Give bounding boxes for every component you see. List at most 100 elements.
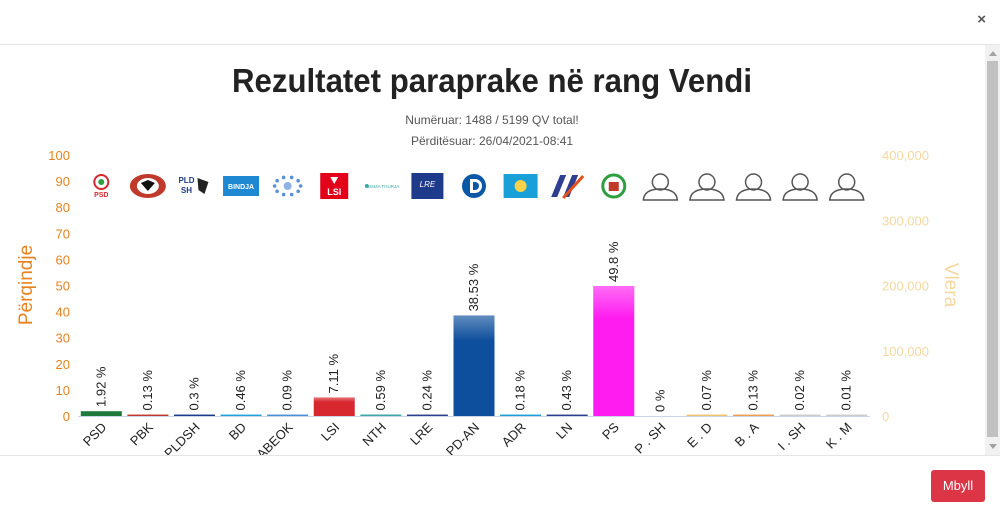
bar-value-label: 0.13 %	[746, 370, 761, 411]
modal-body: Rezultatet paraprake në rang Vendi Numër…	[0, 45, 985, 462]
scroll-down-arrow-icon[interactable]	[989, 444, 997, 449]
y-tick-label-right: 100,000	[882, 344, 929, 359]
chart-subtitle-counted: Numëruar: 1488 / 5199 QV total!	[405, 113, 578, 127]
bar-value-label: 7.11 %	[326, 353, 341, 393]
x-tick-label: I . SH	[775, 420, 809, 454]
y-tick-label-left: 50	[56, 279, 70, 294]
person-icon	[828, 173, 865, 201]
x-tick-label: PBK	[127, 419, 156, 448]
chart-title: Rezultatet paraprake në rang Vendi	[232, 62, 752, 99]
bars-group: 1.92 % PSD 0.13 % PBK 0.3 % PLDSH 0.46 % BD 0.09…	[80, 241, 868, 462]
x-tick-label: ADR	[499, 420, 529, 450]
bar-shine	[173, 414, 215, 416]
bar-value-label: 0 %	[652, 389, 667, 412]
pd-logo	[462, 174, 486, 198]
bar-value-label: 0.24 %	[419, 370, 434, 411]
results-chart: Rezultatet paraprake në rang Vendi Numër…	[16, 62, 961, 462]
bar-shine	[826, 414, 868, 416]
x-tick-label: LN	[553, 420, 575, 442]
svg-text:NISMA THURJA: NISMA THURJA	[366, 184, 399, 189]
party-logos-group: PSD PLDSH BINDJA LSI NISMA THURJA LRE	[93, 173, 865, 201]
bar-value-label: 0.43 %	[559, 370, 574, 411]
person-icon	[689, 173, 725, 201]
x-tick-label: LSI	[318, 420, 342, 444]
lre-logo: LRE	[411, 173, 444, 199]
bar-value-label: 1.92 %	[93, 366, 108, 407]
close-button[interactable]: Mbyll	[931, 470, 985, 502]
x-tick-label: B . A	[732, 419, 762, 449]
x-tick-label: PLDSH	[161, 420, 202, 455]
chart-subtitle-updated: Përditësuar: 26/04/2021-08:41	[411, 134, 573, 148]
psd-logo: PSD	[93, 174, 110, 199]
svg-text:BINDJA: BINDJA	[228, 184, 254, 191]
ps-logo	[601, 173, 627, 199]
bar-shine	[220, 414, 262, 416]
y-tick-label-left: 0	[63, 409, 70, 424]
x-tick-label: K . M	[823, 420, 855, 452]
bar-value-label: 38.53 %	[466, 263, 481, 311]
bar-value-label: 0.01 %	[839, 370, 854, 411]
svg-text:PSD: PSD	[94, 192, 108, 199]
y-tick-label-left: 40	[56, 305, 70, 320]
eagle-logo	[129, 174, 166, 198]
x-tick-label: NTH	[359, 420, 388, 449]
y-axis-label-right: Vlera	[940, 263, 961, 308]
y-tick-label-right: 300,000	[882, 213, 929, 228]
scroll-thumb[interactable]	[987, 61, 998, 437]
x-tick-label: E . D	[684, 420, 715, 451]
bd-logo: BINDJA	[223, 176, 260, 196]
modal-footer: Mbyll	[0, 455, 1000, 517]
bar-shine	[360, 414, 402, 416]
bar-shine	[546, 414, 588, 416]
bar-value-label: 0.09 %	[280, 370, 295, 411]
x-tick-label: PSD	[80, 420, 110, 450]
x-tick-label: BD	[226, 420, 249, 443]
svg-text:PLD: PLD	[178, 176, 194, 185]
pldsh-logo: PLDSH	[178, 176, 209, 195]
x-tick-label: PD-AN	[443, 420, 482, 455]
y-tick-label-left: 70	[56, 226, 70, 241]
axes-group: 0 10 20 30 40 50 60 70 80 90 100 0 100,000 200,000 300…	[48, 148, 929, 424]
bar-value-label: 0.13 %	[140, 370, 155, 411]
close-icon[interactable]: ×	[977, 11, 986, 28]
y-axis-label-left: Përqindje	[16, 245, 37, 325]
bar-shine	[686, 414, 728, 416]
y-tick-label-left: 30	[56, 331, 70, 346]
bar-value-label: 0.46 %	[233, 370, 248, 411]
bar-shine	[500, 414, 542, 416]
bar-shine	[127, 414, 169, 416]
bar-value-label: 0.59 %	[373, 370, 388, 411]
x-tick-label: ABEOK	[253, 419, 296, 455]
bar-shine	[313, 397, 355, 416]
y-tick-label-left: 90	[56, 174, 70, 189]
y-tick-label-right: 400,000	[882, 148, 929, 163]
vertical-scrollbar[interactable]	[985, 45, 1000, 455]
scroll-up-arrow-icon[interactable]	[989, 51, 997, 56]
bar-shine	[733, 414, 775, 416]
y-tick-label-right: 0	[882, 409, 889, 424]
person-icon	[782, 173, 818, 201]
bar-value-label: 0.02 %	[792, 370, 807, 411]
bar-shine	[80, 410, 122, 416]
person-icon	[642, 173, 679, 201]
ln-logo	[551, 174, 585, 200]
y-tick-label-left: 20	[56, 357, 70, 372]
bar-value-label: 0.3 %	[186, 377, 201, 411]
y-tick-label-left: 10	[56, 383, 70, 398]
person-icon	[735, 173, 772, 201]
y-tick-label-left: 80	[56, 200, 70, 215]
bar-value-label: 0.18 %	[513, 370, 528, 411]
lsi-logo: LSI	[320, 173, 349, 199]
svg-text:SH: SH	[181, 186, 192, 195]
y-tick-label-right: 200,000	[882, 279, 929, 294]
bar-shine	[453, 315, 495, 416]
bar-shine	[593, 286, 635, 416]
bar-value-label: 0.07 %	[699, 370, 714, 411]
bar-value-label: 49.8 %	[606, 241, 621, 282]
adr-logo	[503, 174, 538, 198]
x-tick-label: PS	[599, 419, 622, 442]
bar-shine	[779, 414, 821, 416]
y-tick-label-left: 100	[48, 148, 70, 163]
modal-header: ×	[0, 0, 1000, 45]
bar-shine	[267, 414, 309, 416]
